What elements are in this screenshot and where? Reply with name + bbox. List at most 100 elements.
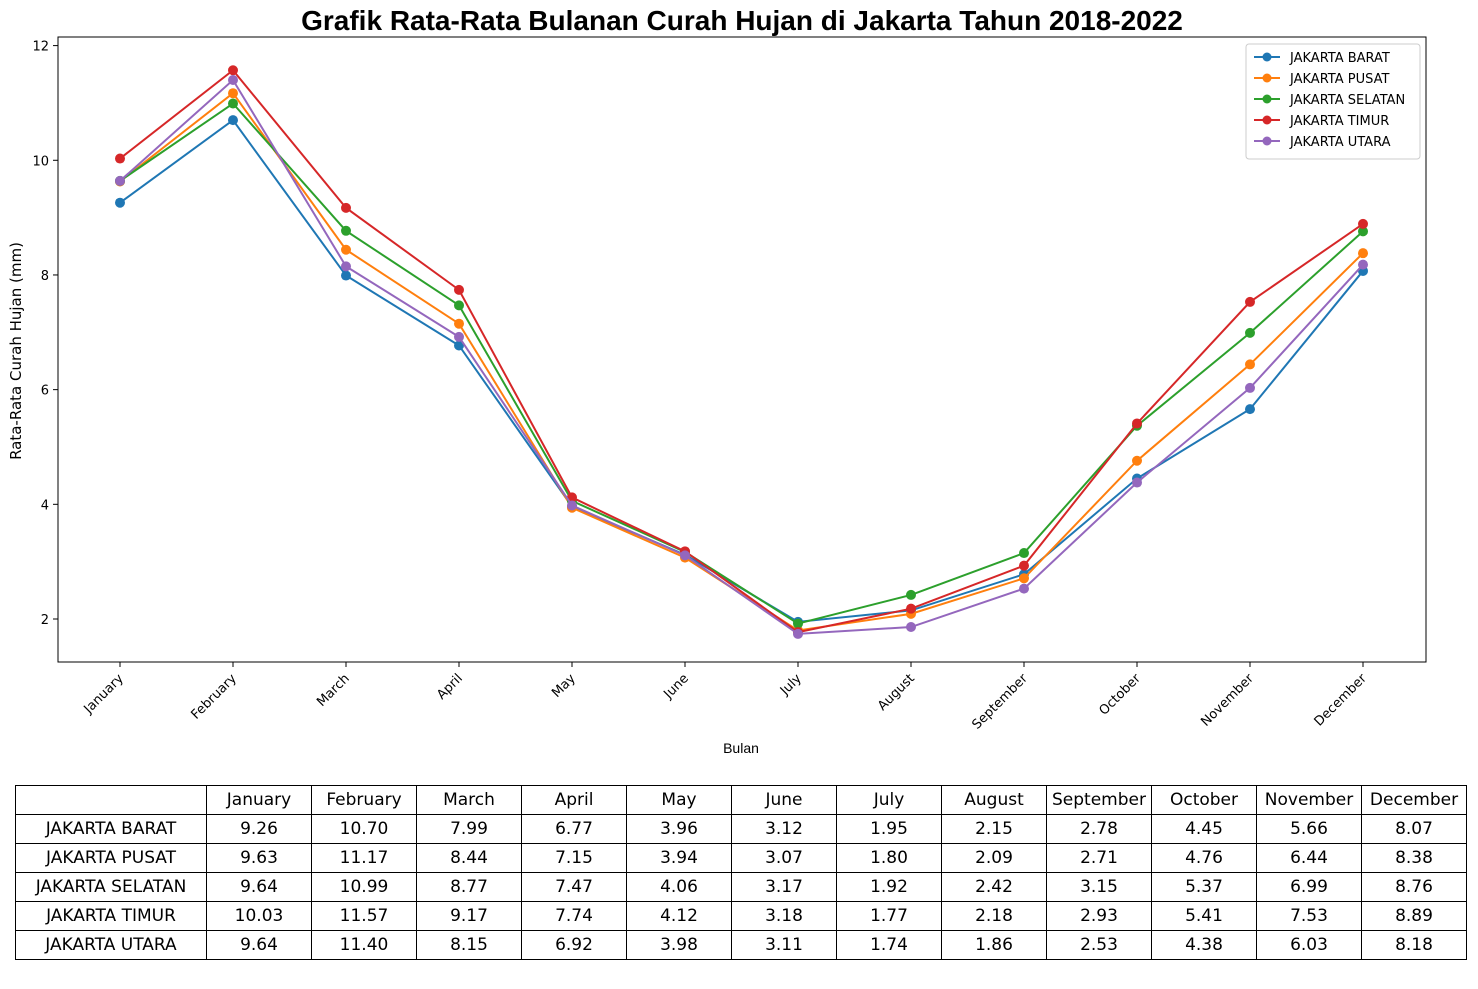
legend-entry: JAKARTA PUSAT	[1289, 72, 1389, 87]
y-tick-label: 8	[41, 269, 49, 284]
series-line	[119, 78, 1364, 635]
data-point	[1358, 259, 1368, 270]
series-jakarta-barat	[115, 115, 1368, 627]
x-tick-label: December	[1312, 671, 1371, 730]
table-cell: 1.95	[836, 814, 942, 844]
table-cell: 2.18	[941, 901, 1047, 931]
table-cell: 5.41	[1151, 901, 1257, 931]
table-cell: 3.18	[731, 901, 837, 931]
table-cell: 8.18	[1361, 930, 1467, 960]
data-point	[228, 65, 238, 76]
data-point	[1019, 583, 1029, 594]
data-point	[1358, 248, 1368, 259]
table-column-header: October	[1151, 785, 1257, 815]
table-cell: 2.09	[941, 843, 1047, 873]
y-tick-label: 4	[41, 498, 49, 513]
table-cell: 4.12	[626, 901, 732, 931]
x-tick-label: September	[969, 671, 1031, 733]
legend-swatch-marker	[1262, 73, 1272, 83]
table-cell: 3.94	[626, 843, 732, 873]
table-column-header: November	[1256, 785, 1362, 815]
table-cell: 2.93	[1046, 901, 1152, 931]
table-cell: 10.99	[311, 872, 417, 902]
table-row-header: JAKARTA TIMUR	[15, 901, 207, 931]
table-cell: 6.77	[521, 814, 627, 844]
table-cell: 7.15	[521, 843, 627, 873]
data-point	[341, 244, 351, 255]
table-cell: 2.42	[941, 872, 1047, 902]
table-cell: 9.63	[206, 843, 312, 873]
table-cell: 8.07	[1361, 814, 1467, 844]
legend-entry: JAKARTA SELATAN	[1289, 93, 1405, 108]
data-point	[228, 88, 238, 99]
legend-swatch-marker	[1262, 115, 1272, 125]
x-tick-label: July	[777, 671, 805, 699]
table-cell: 1.92	[836, 872, 942, 902]
table-corner-cell	[15, 785, 207, 815]
data-point	[228, 115, 238, 126]
table-cell: 6.03	[1256, 930, 1362, 960]
table-cell: 7.53	[1256, 901, 1362, 931]
series-line	[119, 102, 1364, 625]
line-chart: Grafik Rata-Rata Bulanan Curah Hujan di …	[7, 5, 1427, 756]
plot-frame	[57, 36, 1427, 663]
table-column-header: August	[941, 785, 1047, 815]
table-row-header: JAKARTA PUSAT	[15, 843, 207, 873]
table-cell: 8.44	[416, 843, 522, 873]
table-column-header: April	[521, 785, 627, 815]
table-column-header: December	[1361, 785, 1467, 815]
table-column-header: February	[311, 785, 417, 815]
legend-box	[1245, 43, 1421, 160]
table-cell: 3.98	[626, 930, 732, 960]
x-tick-label: March	[314, 671, 353, 710]
data-point	[906, 622, 916, 633]
x-tick-label: May	[549, 671, 579, 701]
table-cell: 1.74	[836, 930, 942, 960]
data-point	[1245, 359, 1255, 370]
data-point	[341, 202, 351, 213]
table-header-row: January February March April May June July Augu…	[15, 785, 1467, 815]
data-point	[115, 153, 125, 164]
data-point	[1132, 455, 1142, 466]
table-cell: 2.53	[1046, 930, 1152, 960]
table-row: JAKARTA PUSAT 9.63 11.17 8.44 7.15 3.94 3.07 1.…	[15, 843, 1467, 873]
data-point	[341, 270, 351, 281]
data-point	[1019, 548, 1029, 559]
table-cell: 4.38	[1151, 930, 1257, 960]
table-cell: 2.78	[1046, 814, 1152, 844]
series-jakarta-selatan	[115, 98, 1368, 629]
table-cell: 6.92	[521, 930, 627, 960]
data-point	[1132, 477, 1142, 488]
legend-entry: JAKARTA TIMUR	[1289, 114, 1389, 129]
legend-entry: JAKARTA BARAT	[1289, 51, 1390, 66]
data-table: January February March April May June July Augu…	[15, 785, 1467, 960]
table-cell: 5.66	[1256, 814, 1362, 844]
table-cell: 3.11	[731, 930, 837, 960]
table-cell: 3.17	[731, 872, 837, 902]
table-cell: 4.45	[1151, 814, 1257, 844]
y-tick-label: 2	[41, 613, 49, 628]
table-cell: 4.76	[1151, 843, 1257, 873]
table-cell: 7.47	[521, 872, 627, 902]
series-line	[119, 68, 1364, 634]
legend-swatch-marker	[1262, 52, 1272, 62]
table-row: JAKARTA SELATAN 9.64 10.99 8.77 7.47 4.06 3.17…	[15, 872, 1467, 902]
table-cell: 2.15	[941, 814, 1047, 844]
table-cell: 5.37	[1151, 872, 1257, 902]
table-cell: 10.03	[206, 901, 312, 931]
data-point	[1245, 382, 1255, 393]
legend-entry: JAKARTA UTARA	[1289, 135, 1391, 150]
table-cell: 11.57	[311, 901, 417, 931]
x-tick-label: June	[660, 671, 691, 702]
data-point	[1245, 296, 1255, 307]
table-cell: 9.17	[416, 901, 522, 931]
series-jakarta-pusat	[115, 88, 1368, 636]
table-cell: 3.12	[731, 814, 837, 844]
data-point	[341, 225, 351, 236]
data-point	[454, 318, 464, 329]
table-cell: 9.26	[206, 814, 312, 844]
table-column-header: March	[416, 785, 522, 815]
data-point	[1245, 404, 1255, 415]
table-column-header: September	[1046, 785, 1152, 815]
table-cell: 3.07	[731, 843, 837, 873]
